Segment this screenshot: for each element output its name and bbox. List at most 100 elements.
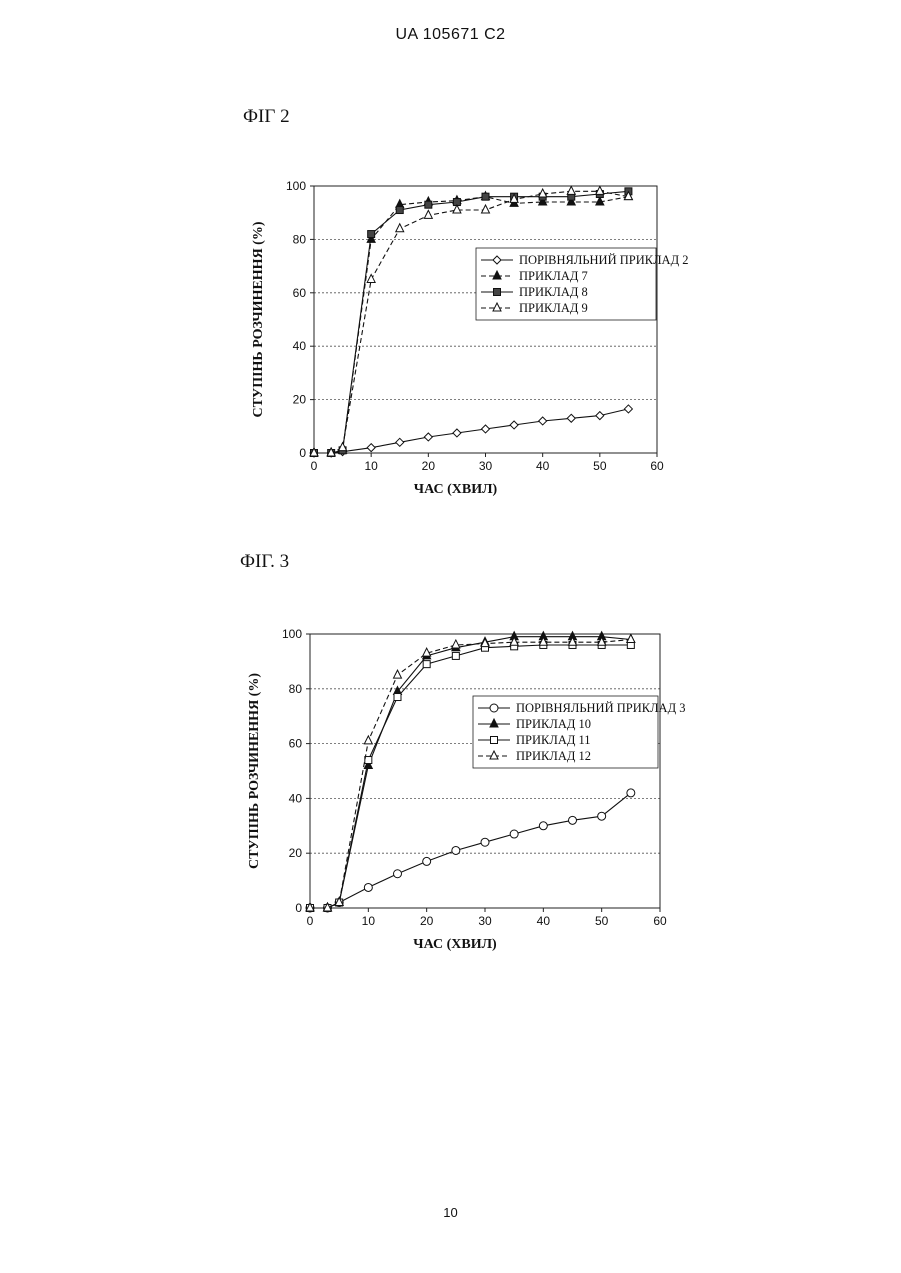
- fig2-series-3: [311, 188, 632, 457]
- fig3-data-point: [481, 838, 489, 846]
- fig3-data-point: [423, 857, 431, 865]
- fig3-series-1: [306, 789, 635, 912]
- fig2-data-point: [368, 231, 375, 238]
- figure-2-chart: 0102030405060020406080100ЧАС (ХВИЛ)СТУПІ…: [0, 150, 901, 520]
- fig2-data-point: [424, 433, 432, 441]
- fig3-x-tick-label: 50: [595, 914, 609, 928]
- fig2-data-point: [453, 205, 461, 213]
- fig2-data-point: [624, 405, 632, 413]
- fig2-legend-label: ПОРІВНЯЛЬНИЙ ПРИКЛАД 2: [519, 253, 688, 267]
- fig2-ticks: 0102030405060020406080100: [286, 179, 664, 473]
- fig2-data-point: [367, 444, 375, 452]
- fig2-y-tick-label: 0: [299, 446, 306, 460]
- fig2-legend-label: ПРИКЛАД 8: [519, 285, 588, 299]
- fig3-series-2: [306, 632, 635, 911]
- fig3-y-tick-label: 100: [282, 627, 302, 641]
- fig2-x-tick-label: 20: [422, 459, 436, 473]
- fig3-legend-label: ПРИКЛАД 11: [516, 733, 591, 747]
- fig3-data-point: [539, 822, 547, 830]
- fig2-series-1: [310, 405, 632, 457]
- fig2-x-tick-label: 10: [364, 459, 378, 473]
- fig3-legend-label: ПОРІВНЯЛЬНИЙ ПРИКЛАД 3: [516, 701, 685, 715]
- fig2-y-tick-label: 100: [286, 179, 306, 193]
- fig3-legend: ПОРІВНЯЛЬНИЙ ПРИКЛАД 3 ПРИКЛАД 10 ПРИКЛАД …: [473, 696, 685, 768]
- document-header: UA 105671 C2: [0, 26, 901, 44]
- fig3-data-point: [569, 816, 577, 824]
- fig2-x-axis-title: ЧАС (ХВИЛ): [414, 482, 498, 497]
- fig3-y-tick-label: 60: [289, 737, 303, 751]
- fig2-legend-label: ПРИКЛАД 9: [519, 301, 588, 315]
- fig3-series-line: [310, 645, 631, 908]
- fig3-x-tick-label: 40: [537, 914, 551, 928]
- fig2-y-axis-title: СТУПІНЬ РОЗЧИНЕННЯ (%): [251, 221, 266, 417]
- fig3-series-line: [310, 640, 631, 909]
- page-number: 10: [0, 1205, 901, 1220]
- fig2-data-point: [396, 207, 403, 214]
- fig3-series-4: [306, 634, 635, 911]
- fig2-legend-marker: [494, 289, 501, 296]
- fig3-data-point: [364, 883, 372, 891]
- fig3-ticks: 0 10 20 30 40 50 60 0 20 40 60 80 100: [282, 627, 667, 928]
- fig2-data-point: [510, 421, 518, 429]
- fig3-data-point: [627, 634, 635, 642]
- fig2-data-point: [539, 417, 547, 425]
- fig2-legend-label: ПРИКЛАД 7: [519, 269, 588, 283]
- fig3-legend-marker: [490, 704, 498, 712]
- fig3-legend-marker: [491, 737, 498, 744]
- fig2-series-2: [310, 192, 632, 456]
- fig3-series-3: [307, 641, 635, 911]
- fig2-series-line: [314, 191, 628, 453]
- fig3-y-tick-label: 20: [289, 846, 303, 860]
- fig2-data-point: [367, 274, 375, 282]
- fig3-legend-label: ПРИКЛАД 10: [516, 717, 591, 731]
- fig3-y-axis-title: СТУПІНЬ РОЗЧИНЕННЯ (%): [247, 673, 262, 869]
- fig2-series-line: [314, 197, 628, 453]
- fig2-series-4: [310, 186, 632, 456]
- fig3-data-point: [510, 830, 518, 838]
- fig2-y-tick-label: 40: [293, 339, 307, 353]
- fig3-y-tick-label: 40: [289, 791, 303, 805]
- fig2-series-line: [314, 191, 628, 453]
- fig3-legend-label: ПРИКЛАД 12: [516, 749, 591, 763]
- fig2-x-tick-label: 30: [479, 459, 493, 473]
- fig3-data-point: [452, 846, 460, 854]
- fig2-x-tick-label: 60: [650, 459, 664, 473]
- fig3-data-point: [598, 812, 606, 820]
- fig3-data-point: [365, 757, 372, 764]
- fig3-x-tick-label: 60: [653, 914, 667, 928]
- fig2-series-line: [314, 409, 628, 453]
- figure-3-chart: 0 10 20 30 40 50 60 0 20 40 60 80 100 ЧАС (ХВИЛ) СТУПІ…: [0, 600, 901, 970]
- fig3-y-tick-label: 80: [289, 682, 303, 696]
- fig2-data-point: [482, 425, 490, 433]
- fig3-x-tick-label: 20: [420, 914, 434, 928]
- fig3-x-tick-label: 30: [478, 914, 492, 928]
- fig3-data-point: [394, 694, 401, 701]
- fig2-data-point: [396, 438, 404, 446]
- fig3-series-line: [310, 637, 631, 908]
- fig3-data-point: [394, 670, 402, 678]
- fig3-data-point: [364, 736, 372, 744]
- fig2-data-point: [396, 224, 404, 232]
- fig3-x-tick-label: 0: [307, 914, 314, 928]
- fig2-data-point: [596, 412, 604, 420]
- fig2-data-point: [567, 414, 575, 422]
- fig3-data-point: [394, 870, 402, 878]
- fig2-y-tick-label: 60: [293, 286, 307, 300]
- fig2-x-tick-label: 0: [311, 459, 318, 473]
- figure-3-label: ФІГ. 3: [240, 551, 289, 573]
- fig2-y-tick-label: 20: [293, 393, 307, 407]
- fig2-data-point: [453, 429, 461, 437]
- fig2-y-tick-label: 80: [293, 232, 307, 246]
- fig2-data-point: [425, 201, 432, 208]
- fig3-y-tick-label: 0: [295, 901, 302, 915]
- fig2-data-point: [482, 193, 489, 200]
- fig3-data-point: [452, 652, 459, 659]
- fig3-x-axis-title: ЧАС (ХВИЛ): [413, 937, 497, 952]
- fig2-data-point: [482, 205, 490, 213]
- fig3-data-point: [627, 789, 635, 797]
- fig3-x-tick-label: 10: [362, 914, 376, 928]
- figure-2-label: ФІГ 2: [243, 106, 290, 128]
- fig3-data-point: [423, 661, 430, 668]
- fig2-x-tick-label: 40: [536, 459, 550, 473]
- fig2-data-point: [424, 210, 432, 218]
